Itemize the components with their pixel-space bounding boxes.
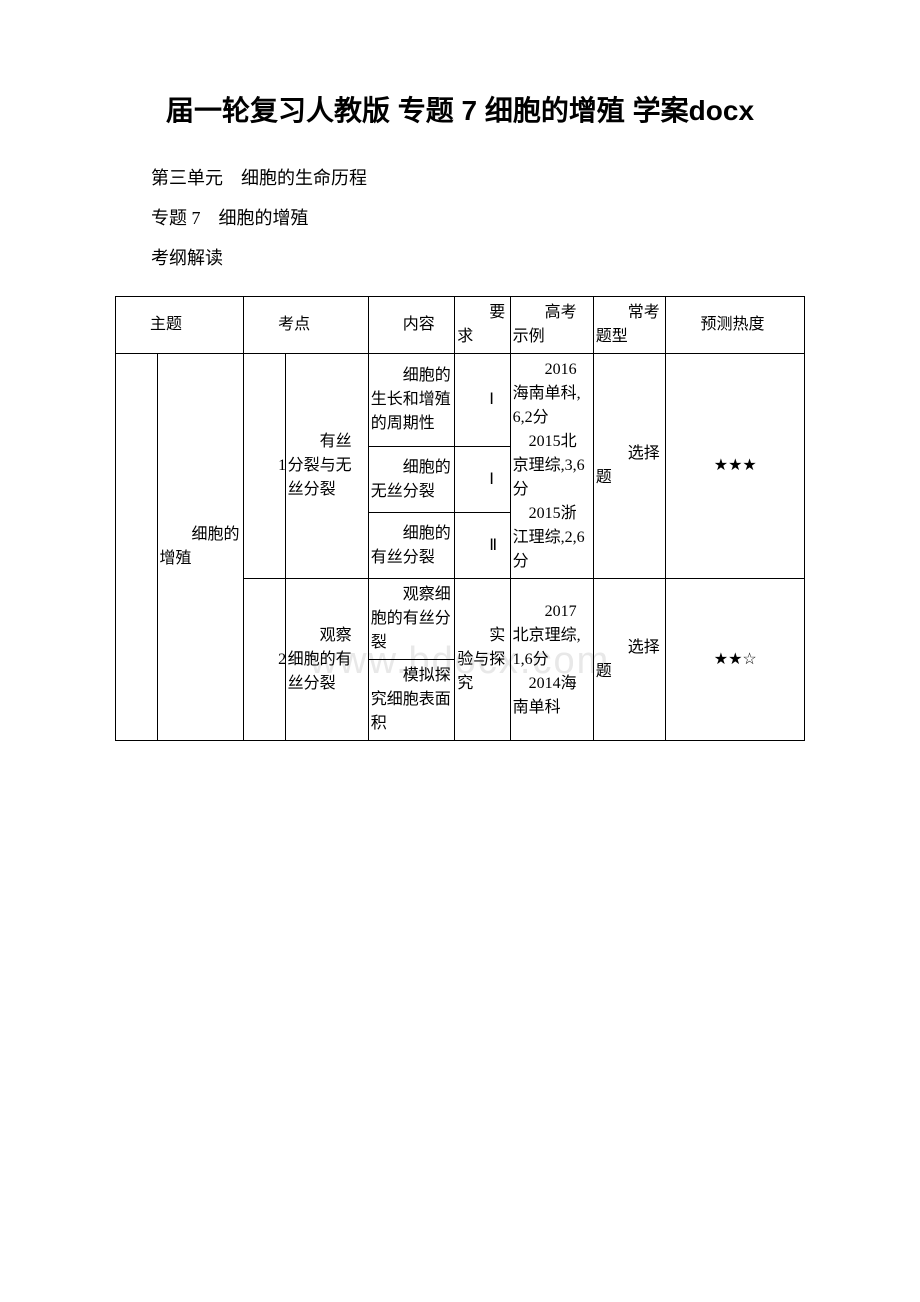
section-line: 考纲解读 bbox=[115, 240, 805, 276]
point2-qtype: 选择题 bbox=[593, 579, 666, 741]
point2-num: 2 bbox=[244, 579, 286, 741]
point1-heat: ★★★ bbox=[666, 354, 805, 579]
point2-content2: 模拟探究细胞表面积 bbox=[368, 660, 455, 741]
header-exam-point: 考点 bbox=[244, 297, 369, 354]
point1-num: 1 bbox=[244, 354, 286, 579]
point1-content2: 细胞的无丝分裂 bbox=[368, 447, 455, 513]
topic-cell: 细胞的增殖 bbox=[157, 354, 244, 741]
spacer-cell bbox=[116, 354, 158, 741]
point1-req1: Ⅰ bbox=[455, 354, 510, 447]
table-header-row: 主题 考点 内容 要求 高考示例 常考题型 预测热度 bbox=[116, 297, 805, 354]
header-requirement: 要求 bbox=[455, 297, 510, 354]
point2-content1: 观察细胞的有丝分裂 bbox=[368, 579, 455, 660]
header-example: 高考示例 bbox=[510, 297, 593, 354]
point1-req3: Ⅱ bbox=[455, 513, 510, 579]
header-topic: 主题 bbox=[116, 297, 244, 354]
point2-name: 观察细胞的有丝分裂 bbox=[285, 579, 368, 741]
header-qtype: 常考题型 bbox=[593, 297, 666, 354]
header-heat: 预测热度 bbox=[666, 297, 805, 354]
point1-name: 有丝分裂与无丝分裂 bbox=[285, 354, 368, 579]
table-row: 细胞的增殖 1 有丝分裂与无丝分裂 细胞的生长和增殖的周期性 Ⅰ 2016海南单… bbox=[116, 354, 805, 447]
point2-heat: ★★☆ bbox=[666, 579, 805, 741]
topic-line: 专题 7 细胞的增殖 bbox=[115, 200, 805, 236]
syllabus-table: 主题 考点 内容 要求 高考示例 常考题型 预测热度 细胞的增殖 1 有丝分裂与… bbox=[115, 296, 805, 741]
document-title: 届一轮复习人教版 专题 7 细胞的增殖 学案docx bbox=[115, 90, 805, 132]
point1-qtype: 选择题 bbox=[593, 354, 666, 579]
point2-example: 2017北京理综,1,6分 2014海南单科 bbox=[510, 579, 593, 741]
point1-example: 2016海南单科,6,2分 2015北京理综,3,6分 2015浙江理综,2,6… bbox=[510, 354, 593, 579]
header-content: 内容 bbox=[368, 297, 455, 354]
point2-req: 实验与探究 bbox=[455, 579, 510, 741]
point1-req2: Ⅰ bbox=[455, 447, 510, 513]
point1-content1: 细胞的生长和增殖的周期性 bbox=[368, 354, 455, 447]
point1-content3: 细胞的有丝分裂 bbox=[368, 513, 455, 579]
unit-line: 第三单元 细胞的生命历程 bbox=[115, 160, 805, 196]
